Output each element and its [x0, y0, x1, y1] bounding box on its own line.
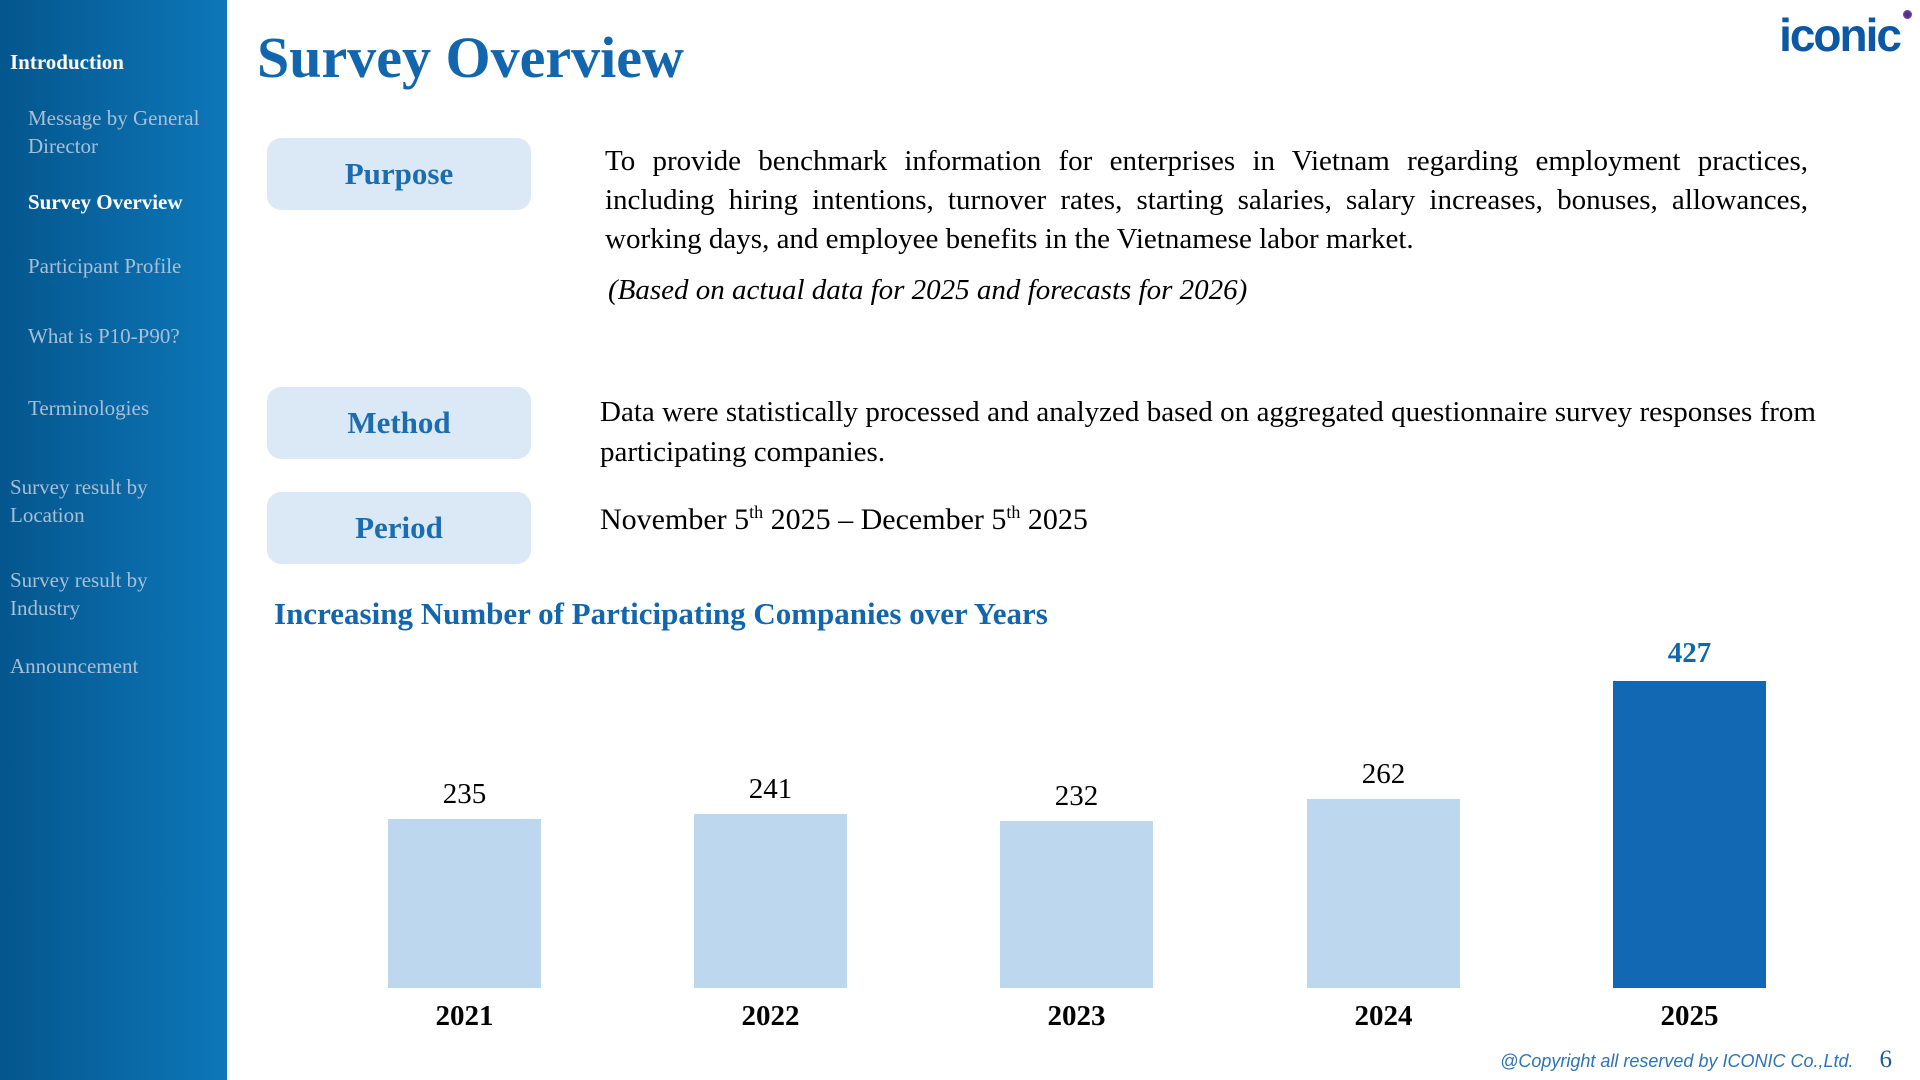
- sidebar-item-label: What is P10-P90?: [28, 324, 180, 348]
- sidebar-item-label: Announcement: [10, 654, 139, 678]
- sidebar-item-terminologies[interactable]: Terminologies: [28, 394, 213, 422]
- page-title: Survey Overview: [257, 25, 684, 90]
- bar-value-label: 262: [1361, 758, 1406, 790]
- method-label: Method: [347, 405, 451, 440]
- sidebar-item-label: Terminologies: [28, 396, 150, 420]
- period-superscript: th: [1006, 502, 1021, 522]
- footer: @Copyright all reserved by ICONIC Co.,Lt…: [1500, 1046, 1892, 1074]
- sidebar-item-label: Participant Profile: [28, 254, 182, 278]
- period-label: Period: [355, 510, 443, 545]
- bar-group-2024: 262 2024: [1307, 758, 1460, 1032]
- purpose-label: Purpose: [344, 156, 454, 191]
- period-text-part: November 5: [600, 503, 750, 536]
- bar-value-label: 235: [442, 778, 487, 810]
- sidebar-item-label: Survey result by Location: [10, 475, 148, 527]
- bar-category-label: 2024: [1354, 1000, 1413, 1032]
- iconic-logo-text: iconic: [1779, 9, 1902, 61]
- sidebar-item-label: Survey Overview: [28, 190, 183, 214]
- sidebar-item-announcement[interactable]: Announcement: [10, 652, 215, 680]
- sidebar-item-label: Introduction: [10, 50, 124, 74]
- bar-chart: 235 2021 241 2022 232 2023 262 2024 427 …: [227, 637, 1920, 1080]
- bar-group-2023: 232 2023: [1000, 780, 1153, 1032]
- period-body-text: November 5th 2025 – December 5th 2025: [600, 503, 1088, 537]
- method-label-box: Method: [267, 387, 531, 459]
- bar-category-label: 2022: [741, 1000, 800, 1032]
- sidebar-item-what-is-p10-p90[interactable]: What is P10-P90?: [28, 322, 213, 350]
- bar-2022: [694, 814, 847, 988]
- logo-trademark-dot-icon: [1903, 10, 1912, 19]
- bar-value-label: 232: [1054, 780, 1099, 812]
- bar-group-2022: 241 2022: [694, 773, 847, 1032]
- chart-title: Increasing Number of Participating Compa…: [274, 596, 1048, 631]
- sidebar-item-label: Message by General Director: [28, 106, 200, 158]
- iconic-logo: iconic: [1779, 8, 1902, 62]
- sidebar-item-message-by-general-director[interactable]: Message by General Director: [28, 104, 213, 160]
- sidebar-item-participant-profile[interactable]: Participant Profile: [28, 252, 213, 280]
- bar-value-label: 241: [748, 773, 793, 805]
- bar-group-2021: 235 2021: [388, 778, 541, 1032]
- bar-2021: [388, 819, 541, 988]
- period-text-part: 2025 – December 5: [763, 503, 1007, 536]
- bar-group-2025: 427 2025: [1613, 637, 1766, 1032]
- period-text-part: 2025: [1020, 503, 1088, 536]
- sidebar-item-introduction[interactable]: Introduction: [10, 48, 215, 76]
- bar-2024: [1307, 799, 1460, 988]
- bar-category-label: 2021: [435, 1000, 494, 1032]
- purpose-note-text: (Based on actual data for 2025 and forec…: [608, 274, 1248, 306]
- bar-category-label: 2025: [1660, 1000, 1719, 1032]
- copyright-text: @Copyright all reserved by ICONIC Co.,Lt…: [1500, 1051, 1854, 1071]
- sidebar-item-survey-overview[interactable]: Survey Overview: [28, 188, 213, 216]
- purpose-label-box: Purpose: [267, 138, 531, 210]
- bar-2023: [1000, 821, 1153, 988]
- sidebar-item-survey-result-by-industry[interactable]: Survey result by Industry: [10, 566, 215, 622]
- bar-2025: [1613, 681, 1766, 988]
- page-number: 6: [1879, 1046, 1893, 1073]
- method-body-text: Data were statistically processed and an…: [600, 396, 1816, 468]
- sidebar: Introduction Message by General Director…: [0, 0, 227, 1080]
- bar-value-label: 427: [1667, 637, 1712, 669]
- period-superscript: th: [749, 502, 764, 522]
- sidebar-item-survey-result-by-location[interactable]: Survey result by Location: [10, 473, 215, 529]
- period-label-box: Period: [267, 492, 531, 564]
- purpose-body-text: To provide benchmark information for ent…: [605, 145, 1808, 255]
- bar-category-label: 2023: [1047, 1000, 1106, 1032]
- sidebar-item-label: Survey result by Industry: [10, 568, 148, 620]
